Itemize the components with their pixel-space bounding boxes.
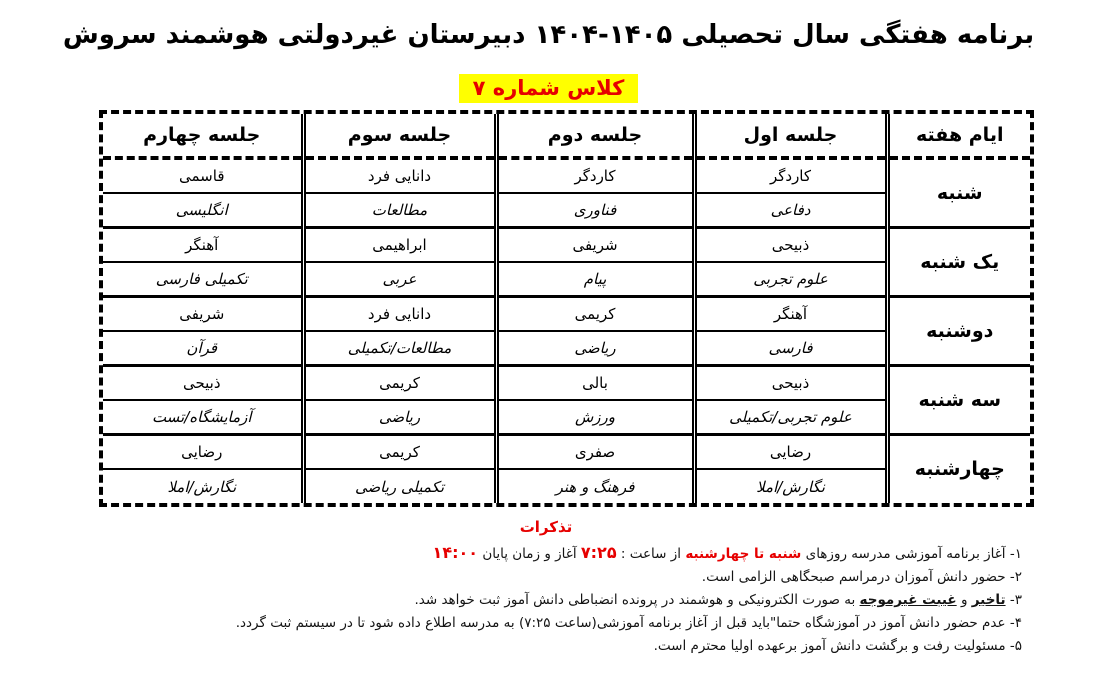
subject-row: دفاعی فناوری مطالعات انگلیسی [103,193,1030,227]
note-number: ۵- [1009,638,1022,654]
note-text: عدم حضور دانش آموز در آموزشگاه حتما"باید… [235,615,1006,631]
class-number-badge: کلاس شماره ۷ [458,74,639,103]
teacher-cell: شریفی [493,227,694,263]
day-group-wednesday: چهارشنبه رضایی صفری کریمی رضایی نگارش/ام… [103,434,1030,503]
teacher-cell: صفری [493,434,694,470]
subject-cell: فناوری [493,193,694,227]
teacher-cell: دانایی فرد [300,158,496,194]
header-session-2: جلسه دوم [493,114,694,160]
day-name-cell: دوشنبه [884,296,1030,365]
day-name-cell: شنبه [884,158,1030,227]
page-title: برنامه هفتگی سال تحصیلی ۱۴۰۵-۱۴۰۴ دبیرست… [62,20,1035,50]
teacher-cell: ذبیحی [103,365,303,401]
teacher-cell: بالی [493,365,694,401]
subject-cell: عربی [300,262,496,296]
note-text: به صورت الکترونیکی و هوشمند در پرونده ان… [414,592,856,608]
day-group-saturday: شنبه کاردگر کاردگر دانایی فرد قاسمی دفاع… [103,158,1030,227]
teacher-cell: کریمی [300,434,496,470]
teacher-cell: رضایی [691,434,887,470]
end-time: ۱۴:۰۰ [432,543,479,562]
teacher-cell: کاردگر [493,158,694,194]
note-text: آغاز و زمان پایان [482,546,577,562]
header-days-of-week: ایام هفته [884,114,1030,160]
subject-cell: فرهنگ و هنر [493,469,694,503]
day-name-cell: یک شنبه [884,227,1030,296]
note-text: آغاز برنامه آموزشی مدرسه روزهای [805,546,1006,562]
teacher-cell: ابراهیمی [300,227,496,263]
note-1: ۱- آغاز برنامه آموزشی مدرسه روزهای شنبه … [70,541,1022,566]
timetable-table: ایام هفته جلسه اول جلسه دوم جلسه سوم جلس… [103,114,1030,503]
subject-cell: پیام [493,262,694,296]
note-4: ۴- عدم حضور دانش آموز در آموزشگاه حتما"ب… [70,612,1022,635]
subject-cell: علوم تجربی/تکمیلی [691,400,887,434]
subject-cell: آزمایشگاه/تست [151,407,252,426]
header-row: ایام هفته جلسه اول جلسه دوم جلسه سوم جلس… [103,114,1030,160]
subject-cell: مطالعات/تکمیلی [300,331,496,365]
teacher-cell: کاردگر [691,158,887,194]
teacher-row: شنبه کاردگر کاردگر دانایی فرد قاسمی [103,158,1030,227]
header-session-1: جلسه اول [691,114,887,160]
teacher-row: یک شنبه ذبیحی شریفی ابراهیمی آهنگر [103,227,1030,296]
teacher-cell: قاسمی [103,158,303,194]
subject-cell: مطالعات [300,193,496,227]
note-text: مسئولیت رفت و برگشت دانش آموز برعهده اول… [653,638,1006,654]
teacher-cell: آهنگر [691,296,887,332]
note-2: ۲- حضور دانش آموزان درمراسم صبحگاهی الزا… [70,566,1022,589]
teacher-row: سه شنبه ذبیحی بالی کریمی ذبیحی [103,365,1030,434]
day-group-sunday: یک شنبه ذبیحی شریفی ابراهیمی آهنگر علوم … [103,227,1030,296]
teacher-cell: شریفی [103,296,303,332]
subject-cell: ورزش [493,400,694,434]
subject-cell: تکمیلی ریاضی [300,469,496,503]
header-session-3: جلسه سوم [300,114,496,160]
day-name-cell: چهارشنبه [884,434,1030,503]
day-group-tuesday: سه شنبه ذبیحی بالی کریمی ذبیحی علوم تجرب… [103,365,1030,434]
note-text: حضور دانش آموزان درمراسم صبحگاهی الزامی … [701,569,1006,585]
header-session-4: جلسه چهارم [103,114,303,160]
teacher-cell: کریمی [493,296,694,332]
timetable: ایام هفته جلسه اول جلسه دوم جلسه سوم جلس… [99,110,1034,507]
subject-cell: تکمیلی فارسی [155,269,248,288]
note-number: ۲- [1009,569,1022,585]
teacher-row: دوشنبه آهنگر کریمی دانایی فرد شریفی [103,296,1030,365]
teacher-cell: کریمی [300,365,496,401]
subject-cell: دفاعی [691,193,887,227]
day-name-cell: سه شنبه [884,365,1030,434]
teacher-row: چهارشنبه رضایی صفری کریمی رضایی [103,434,1030,503]
teacher-cell: ذبیحی [691,227,887,263]
underlined-term: تاخیر [971,592,1006,608]
notes-heading: تذکرات [519,518,573,536]
subject-row: نگارش/املا فرهنگ و هنر تکمیلی ریاضی نگار… [103,469,1030,503]
subject-cell: ریاضی [300,400,496,434]
teacher-cell: رضایی [103,434,303,470]
subject-cell: نگارش/املا [691,469,887,503]
note-text: از ساعت : [620,546,682,562]
class-label-row: کلاس شماره ۷ [0,74,1097,103]
note-number: ۳- [1009,592,1022,608]
note-text: و [960,592,968,608]
start-time: ۷:۲۵ [580,543,617,562]
note-number: ۱- [1009,546,1022,562]
subject-cell: ریاضی [493,331,694,365]
note-number: ۴- [1009,615,1022,631]
subject-cell: علوم تجربی [691,262,887,296]
subject-row: علوم تجربی پیام عربی تکمیلی فارسی [103,262,1030,296]
subject-cell: قرآن [186,338,218,357]
subject-cell: فارسی [691,331,887,365]
subject-cell: نگارش/املا [167,477,237,496]
underlined-term: غیبت غیرموجه [859,592,957,608]
highlight-days-range: شنبه تا چهارشنبه [685,546,802,562]
subject-cell: انگلیسی [175,200,228,219]
subject-row: علوم تجربی/تکمیلی ورزش ریاضی آزمایشگاه/ت… [103,400,1030,434]
teacher-cell: ذبیحی [691,365,887,401]
teacher-cell: آهنگر [103,227,303,263]
day-group-monday: دوشنبه آهنگر کریمی دانایی فرد شریفی فارس… [103,296,1030,365]
note-3: ۳- تاخیر و غیبت غیرموجه به صورت الکترونی… [70,589,1022,612]
teacher-cell: دانایی فرد [300,296,496,332]
notes-section: تذکرات ۱- آغاز برنامه آموزشی مدرسه روزها… [70,518,1022,658]
subject-row: فارسی ریاضی مطالعات/تکمیلی قرآن [103,331,1030,365]
note-5: ۵- مسئولیت رفت و برگشت دانش آموز برعهده … [70,635,1022,658]
